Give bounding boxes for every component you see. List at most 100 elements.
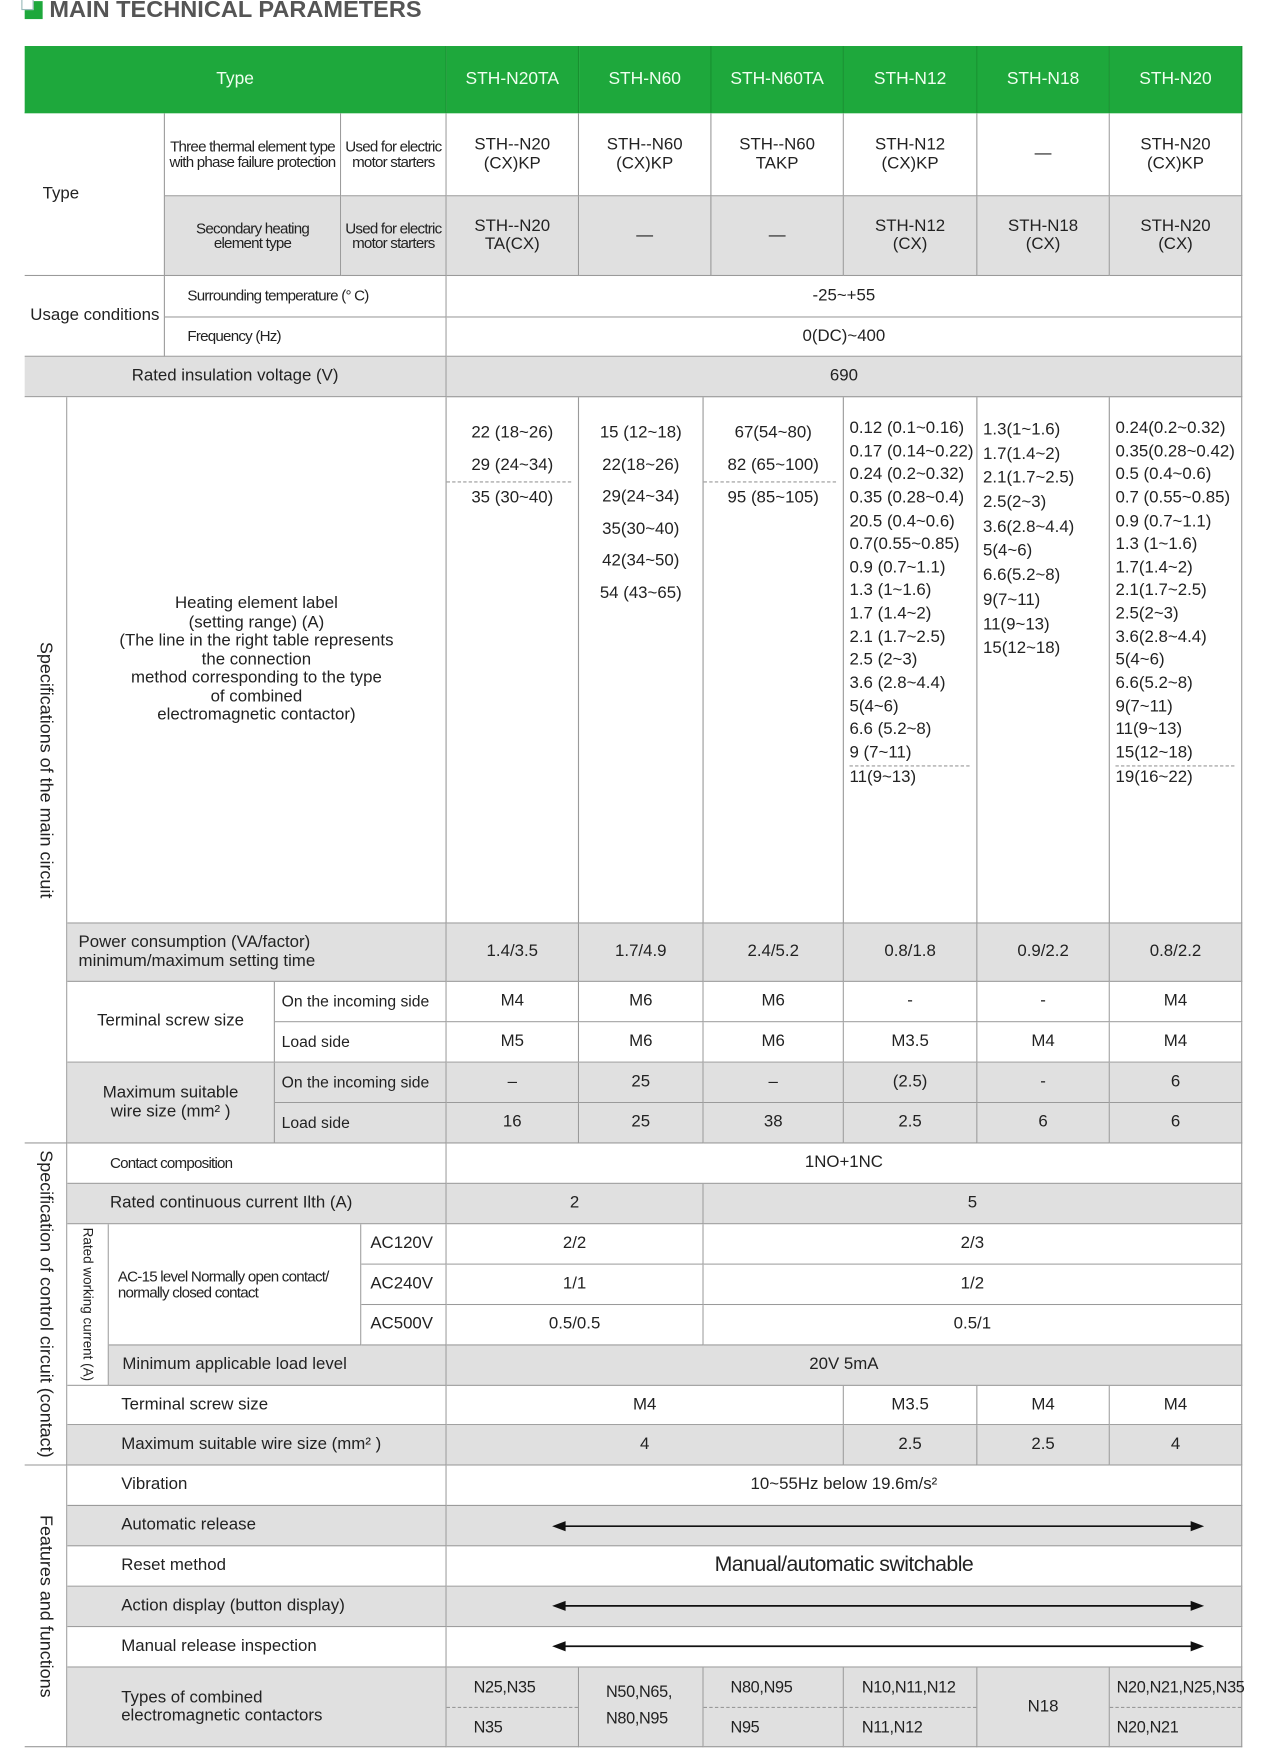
row2-desc-text: Secondary heating element type (195, 219, 310, 252)
terminal-load-value-text: M3.5 (891, 1031, 929, 1051)
row2-value-text: STH--N20 TA(CX) (474, 216, 551, 254)
heating-item: 0.7(0.55~0.85) (849, 534, 960, 554)
wire-label: Maximum suitable wire size (mm² ) (67, 1062, 275, 1144)
wire-incoming-value: - (977, 1062, 1110, 1104)
contactor-value: N10,N11,N12 N11,N12 (843, 1667, 978, 1748)
manual-release-label: Manual release inspection (67, 1627, 447, 1668)
ac-value: 0.5/0.5 (446, 1305, 704, 1346)
heating-item: 0.12 (0.1~0.16) (849, 418, 965, 438)
row2-value: — (579, 196, 712, 277)
wire-label-text: Maximum suitable wire size (mm² ) (102, 1082, 239, 1121)
heating-item: 67(54~80) (734, 423, 812, 443)
power-value: 0.8/2.2 (1109, 923, 1243, 982)
reset-label: Reset method (67, 1546, 447, 1587)
heating-column: 1.3(1~1.6) 1.7(1.4~2) 2.1(1.7~2.5) 2.5(2~3)… (977, 397, 1110, 924)
row2-value-text: STH-N20 (CX) (1140, 216, 1211, 254)
heating-item: 5(4~6) (1115, 650, 1165, 670)
power-value: 1.7/4.9 (579, 923, 704, 982)
heating-item: 0.7 (0.55~0.85) (1115, 488, 1231, 508)
vibration-value-text: 10~55Hz below 19.6m/s² (750, 1474, 938, 1494)
control-terminal-value: M4 (1109, 1385, 1243, 1426)
heating-item: 0.35(0.28~0.42) (1115, 441, 1235, 461)
green-square-icon (21, 0, 43, 20)
insulation-label-text: Rated insulation voltage (V) (131, 366, 339, 386)
terminal-incoming-value: M6 (579, 981, 704, 1023)
header-model-text: STH-N20 (1139, 69, 1212, 89)
contact-label: Contact composition (67, 1143, 447, 1184)
ac15-label: AC-15 level Normally open contact/ norma… (108, 1224, 362, 1346)
connection-split-line (703, 1706, 843, 1708)
double-arrow-icon (552, 1521, 1205, 1532)
heating-item: 9 (7~11) (849, 742, 912, 762)
terminal-label-text: Terminal screw size (97, 1011, 245, 1031)
contactor-lower: N95 (730, 1719, 760, 1738)
ac-value-text: 2/3 (960, 1233, 985, 1253)
row1-use-text: Used for electric motor starters (345, 138, 442, 171)
heating-item: 1.3(1~1.6) (983, 419, 1061, 439)
heating-item: 9(7~11) (983, 590, 1041, 610)
contactor-upper: N25,N35 (473, 1678, 536, 1697)
row1-value-text: STH--N20 (CX)KP (474, 134, 551, 173)
rated-label-text: Rated continuous current Ilth (A) (109, 1193, 353, 1213)
page-title: MAIN TECHNICAL PARAMETERS (21, 0, 422, 24)
control-terminal-value: M4 (446, 1385, 844, 1426)
temp-value: -25~+55 (446, 276, 1243, 318)
wire-incoming-value: 6 (1109, 1062, 1243, 1104)
manual-release-label-text: Manual release inspection (121, 1636, 317, 1656)
wire-incoming-value-text: 6 (1170, 1071, 1181, 1092)
contactors-label: Types of combined electromagnetic contac… (67, 1667, 447, 1748)
heating-item: 2.5(2~3) (1115, 603, 1179, 623)
control-wire-value: 2.5 (843, 1425, 978, 1466)
rated-working-label: Rated working current (A) (67, 1224, 109, 1386)
heating-item: 42(34~50) (602, 551, 680, 571)
contactor-lower: N11,N12 (861, 1719, 923, 1738)
terminal-load-value-text: M5 (500, 1031, 524, 1051)
row1-use: Used for electric motor starters (341, 113, 447, 197)
wire-load-value-text: 38 (763, 1112, 783, 1132)
heating-item: 6.6(5.2~8) (1115, 673, 1193, 693)
terminal-incoming-value-text: M6 (629, 991, 653, 1011)
type-label-text: Type (42, 183, 80, 203)
control-terminal-value-text: M3.5 (891, 1394, 929, 1414)
contact-value-text: 1NO+1NC (804, 1152, 883, 1172)
wire-load-value: 6 (977, 1103, 1110, 1144)
control-wire-value-text: 4 (1170, 1434, 1181, 1454)
ac-voltage-text: AC120V (370, 1233, 434, 1253)
heating-item: 3.6 (2.8~4.4) (849, 673, 946, 693)
row1-value: STH--N20 (CX)KP (446, 113, 580, 197)
heating-item: 0.24(0.2~0.32) (1115, 418, 1226, 438)
wire-incoming-value: – (446, 1062, 580, 1104)
wire-incoming-value-text: (2.5) (892, 1071, 928, 1092)
auto-release-label-text: Automatic release (121, 1515, 256, 1535)
ac-voltage-text: AC240V (370, 1273, 434, 1294)
power-value: 0.9/2.2 (977, 923, 1110, 982)
row1-desc: Three thermal element type with phase fa… (164, 113, 342, 197)
heating-item: 2.1(1.7~2.5) (1115, 580, 1207, 600)
heating-item: 11(9~13) (983, 614, 1050, 634)
connection-split-line (446, 1706, 578, 1708)
terminal-incoming-value: M4 (446, 981, 580, 1023)
terminal-load-value-text: M4 (1031, 1031, 1055, 1051)
header-model: STH-N20TA (446, 46, 580, 114)
row2-desc: Secondary heating element type (164, 196, 342, 277)
heating-item: 1.7 (1.4~2) (849, 603, 932, 623)
ac-voltage: AC240V (361, 1264, 447, 1306)
control-section-label: Specification of control circuit (contac… (24, 1143, 68, 1466)
contactor-value: N25,N35 N35 (446, 1667, 580, 1748)
power-label-text: Power consumption (VA/factor) minimum/ma… (78, 932, 316, 971)
connection-split-line (1115, 764, 1235, 767)
row1-desc-text: Three thermal element type with phase fa… (169, 138, 337, 171)
vibration-value: 10~55Hz below 19.6m/s² (446, 1465, 1243, 1506)
row1-value: STH--N60 TAKP (711, 113, 844, 197)
header-model: STH-N60 (579, 46, 712, 114)
terminal-label: Terminal screw size (67, 981, 275, 1063)
wire-load-value: 2.5 (843, 1103, 978, 1144)
control-terminal-value-text: M4 (633, 1394, 657, 1414)
ac-value: 1/2 (703, 1264, 1243, 1306)
control-wire-value-text: 2.5 (898, 1434, 922, 1454)
min-load-label: Minimum applicable load level (108, 1345, 447, 1386)
row1-value-text: STH-N20 (CX)KP (1140, 134, 1211, 173)
terminal-incoming-value-text: M4 (500, 991, 524, 1011)
control-wire-value: 4 (1109, 1425, 1243, 1466)
power-value-text: 0.9/2.2 (1017, 941, 1069, 961)
